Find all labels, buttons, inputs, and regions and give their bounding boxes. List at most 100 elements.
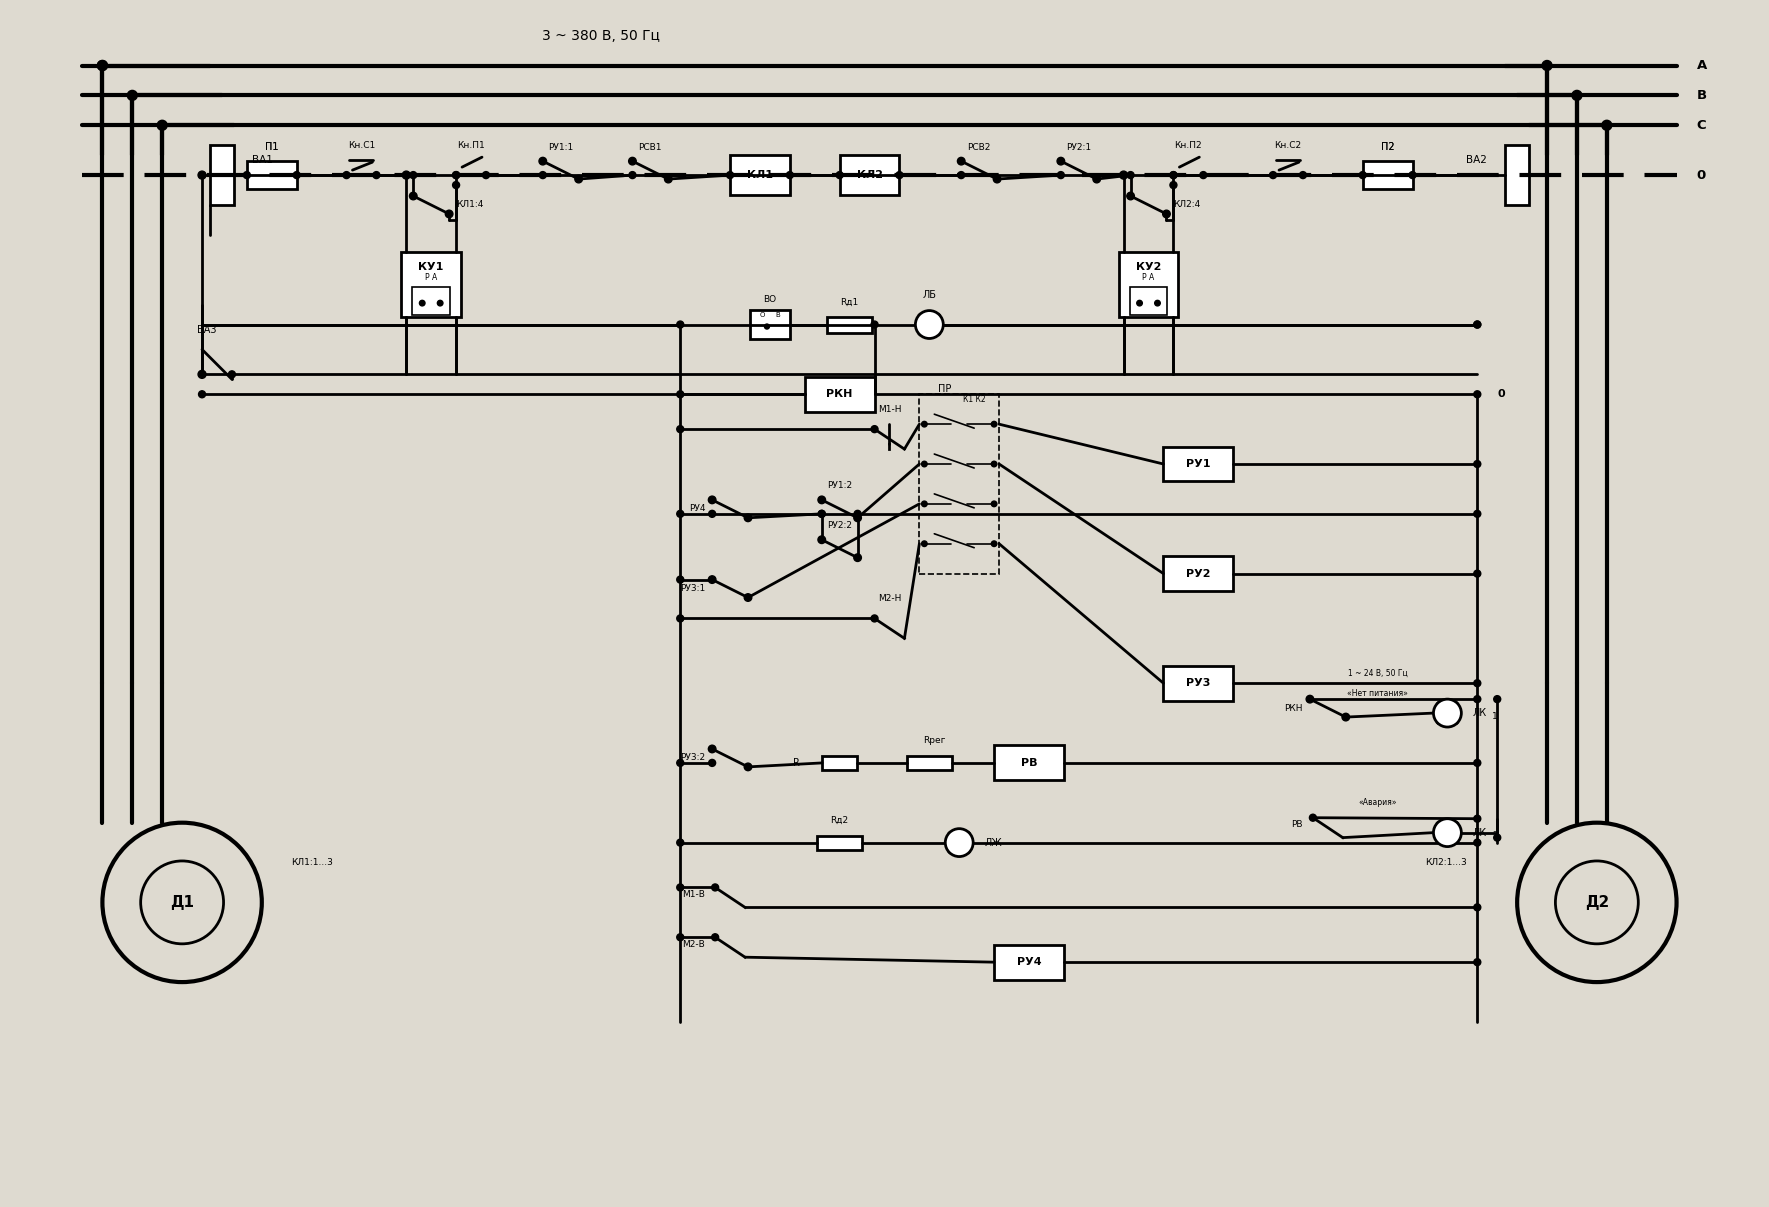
FancyBboxPatch shape	[731, 156, 789, 196]
Text: ЛК: ЛК	[1472, 828, 1486, 838]
Circle shape	[409, 192, 417, 200]
FancyBboxPatch shape	[805, 377, 874, 412]
FancyBboxPatch shape	[907, 756, 952, 770]
Circle shape	[1433, 699, 1461, 727]
Circle shape	[198, 171, 205, 179]
Circle shape	[483, 171, 490, 179]
Circle shape	[1474, 695, 1481, 702]
Circle shape	[678, 511, 685, 518]
Text: КЛ1:4: КЛ1:4	[456, 200, 483, 210]
Circle shape	[764, 323, 770, 330]
Text: М2-Н: М2-Н	[877, 594, 900, 604]
Circle shape	[678, 759, 685, 766]
FancyBboxPatch shape	[412, 287, 449, 315]
Circle shape	[1058, 157, 1065, 165]
Text: R: R	[793, 758, 800, 768]
Circle shape	[678, 426, 685, 432]
FancyBboxPatch shape	[817, 835, 862, 850]
Circle shape	[1343, 713, 1350, 721]
Text: РКН: РКН	[826, 390, 853, 400]
Circle shape	[817, 496, 826, 503]
Text: 3 ~ 380 В, 50 Гц: 3 ~ 380 В, 50 Гц	[541, 29, 660, 42]
Circle shape	[437, 301, 442, 305]
Circle shape	[1137, 301, 1143, 305]
Circle shape	[1474, 570, 1481, 577]
Circle shape	[228, 371, 235, 378]
Circle shape	[1433, 818, 1461, 846]
Circle shape	[1474, 511, 1481, 518]
Circle shape	[540, 157, 547, 165]
Text: ЛЖ: ЛЖ	[984, 838, 1001, 847]
Circle shape	[628, 157, 637, 165]
Text: Rд2: Rд2	[831, 816, 849, 826]
Circle shape	[1493, 695, 1500, 702]
FancyBboxPatch shape	[823, 756, 858, 770]
Text: РСВ1: РСВ1	[639, 142, 662, 152]
Circle shape	[1474, 391, 1481, 398]
Circle shape	[1093, 175, 1100, 183]
Circle shape	[945, 829, 973, 857]
Circle shape	[97, 60, 108, 70]
Circle shape	[957, 157, 966, 165]
Circle shape	[1270, 171, 1277, 179]
Circle shape	[1543, 60, 1551, 70]
Circle shape	[244, 171, 251, 179]
FancyBboxPatch shape	[1164, 447, 1233, 482]
Circle shape	[1474, 904, 1481, 911]
Text: РУ3:2: РУ3:2	[679, 753, 706, 763]
Circle shape	[575, 175, 582, 183]
Circle shape	[1058, 171, 1065, 179]
Circle shape	[745, 594, 752, 601]
Circle shape	[994, 175, 1001, 183]
Circle shape	[1493, 834, 1500, 841]
Circle shape	[870, 614, 877, 622]
Text: КУ1: КУ1	[419, 262, 444, 272]
Text: «Нет питания»: «Нет питания»	[1348, 689, 1408, 698]
FancyBboxPatch shape	[1164, 556, 1233, 591]
Text: КЛ2:4: КЛ2:4	[1173, 200, 1201, 210]
Circle shape	[127, 91, 138, 100]
Circle shape	[957, 171, 964, 179]
Text: Кн.С1: Кн.С1	[348, 141, 375, 150]
Circle shape	[711, 934, 718, 940]
Text: А: А	[1696, 59, 1707, 72]
Circle shape	[709, 511, 716, 518]
Circle shape	[630, 171, 635, 179]
Circle shape	[343, 171, 350, 179]
Text: К1 К2: К1 К2	[962, 395, 985, 404]
Text: 0: 0	[1497, 390, 1505, 400]
Circle shape	[854, 511, 862, 518]
Circle shape	[446, 210, 453, 217]
FancyBboxPatch shape	[750, 309, 789, 339]
Circle shape	[678, 576, 685, 583]
Circle shape	[1603, 121, 1612, 130]
Circle shape	[870, 426, 877, 432]
Text: 1 ~ 24 В, 50 Гц: 1 ~ 24 В, 50 Гц	[1348, 669, 1408, 678]
Text: КУ2: КУ2	[1136, 262, 1160, 272]
Circle shape	[922, 421, 927, 427]
FancyBboxPatch shape	[211, 145, 234, 205]
Circle shape	[819, 511, 824, 518]
Text: С: С	[1696, 118, 1705, 132]
Circle shape	[1474, 321, 1481, 328]
Circle shape	[1410, 171, 1415, 179]
Circle shape	[870, 321, 877, 328]
Circle shape	[665, 175, 672, 183]
Text: Rд1: Rд1	[840, 298, 858, 307]
Circle shape	[1169, 171, 1176, 179]
Circle shape	[837, 171, 844, 179]
Circle shape	[991, 501, 998, 507]
Circle shape	[1169, 181, 1176, 188]
Circle shape	[678, 321, 685, 328]
Circle shape	[708, 745, 716, 753]
Text: РУ1: РУ1	[1185, 459, 1210, 470]
Circle shape	[991, 461, 998, 467]
Circle shape	[419, 301, 425, 305]
Circle shape	[410, 171, 417, 179]
Circle shape	[198, 391, 205, 398]
Text: 1: 1	[1493, 712, 1498, 721]
Circle shape	[453, 171, 460, 179]
Circle shape	[1573, 91, 1581, 100]
FancyBboxPatch shape	[1164, 666, 1233, 700]
Circle shape	[294, 171, 301, 179]
